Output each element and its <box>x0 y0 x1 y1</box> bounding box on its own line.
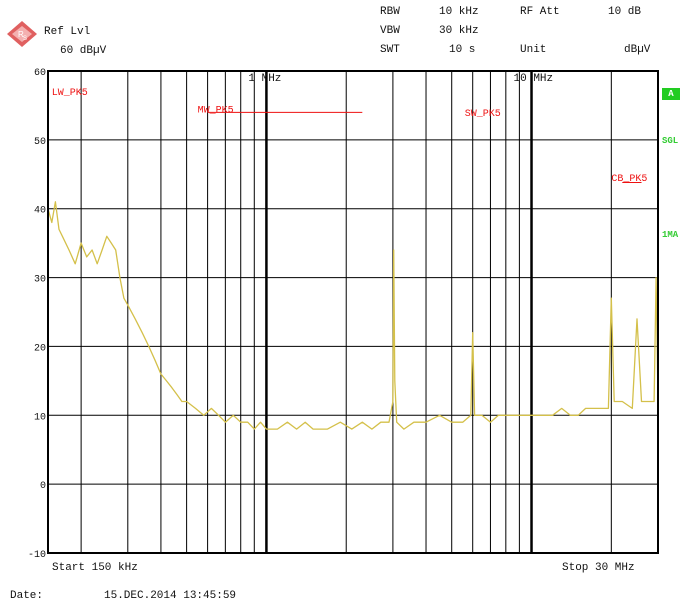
ref-level-label: Ref Lvl <box>44 26 91 38</box>
spectrum-trace-0 <box>47 201 659 430</box>
trace-marker-badge: A <box>662 88 680 100</box>
unit-value: dBµV <box>624 44 651 56</box>
rf-att-value: 10 dB <box>608 6 642 18</box>
y-tick-label-4: 20 <box>34 343 46 354</box>
svg-text:R: R <box>18 30 24 39</box>
swt-value: 10 s <box>449 44 476 56</box>
ref-level-value: 60 dBµV <box>60 45 107 57</box>
y-tick-label-6: 0 <box>40 481 46 492</box>
trace-mode-indicator: 1MA <box>662 230 679 240</box>
sgl-indicator: SGL <box>662 136 679 146</box>
y-tick-label-7: -10 <box>28 550 46 561</box>
band-label-1: MW_PK5 <box>198 105 234 116</box>
decade-marker-label-0: 1 MHz <box>248 73 281 85</box>
svg-text:S: S <box>23 36 27 42</box>
date-value: 15.DEC.2014 13:45:59 <box>104 590 237 602</box>
decade-marker-label-1: 10 MHz <box>514 73 554 85</box>
y-tick-label-2: 40 <box>34 206 46 217</box>
y-tick-label-1: 50 <box>34 137 46 148</box>
start-frequency-label: Start 150 kHz <box>52 562 138 574</box>
unit-label: Unit <box>520 44 547 56</box>
rbw-label: RBW <box>380 6 400 18</box>
stop-frequency-label: Stop 30 MHz <box>562 562 635 574</box>
rbw-value: 10 kHz <box>439 6 479 18</box>
vbw-label: VBW <box>380 25 400 37</box>
band-label-2: SW_PK5 <box>465 109 501 120</box>
vbw-value: 30 kHz <box>439 25 479 37</box>
rohde-schwarz-logo-icon: R S <box>7 21 37 47</box>
y-tick-label-0: 60 <box>34 68 46 79</box>
swt-label: SWT <box>380 44 400 56</box>
date-label: Date: <box>10 590 44 602</box>
band-label-3: CB_PK5 <box>611 174 647 185</box>
band-label-0: LW_PK5 <box>52 88 88 99</box>
rf-att-label: RF Att <box>520 6 560 18</box>
plot-frame <box>47 70 659 554</box>
y-tick-label-3: 30 <box>34 275 46 286</box>
y-tick-label-5: 10 <box>34 412 46 423</box>
